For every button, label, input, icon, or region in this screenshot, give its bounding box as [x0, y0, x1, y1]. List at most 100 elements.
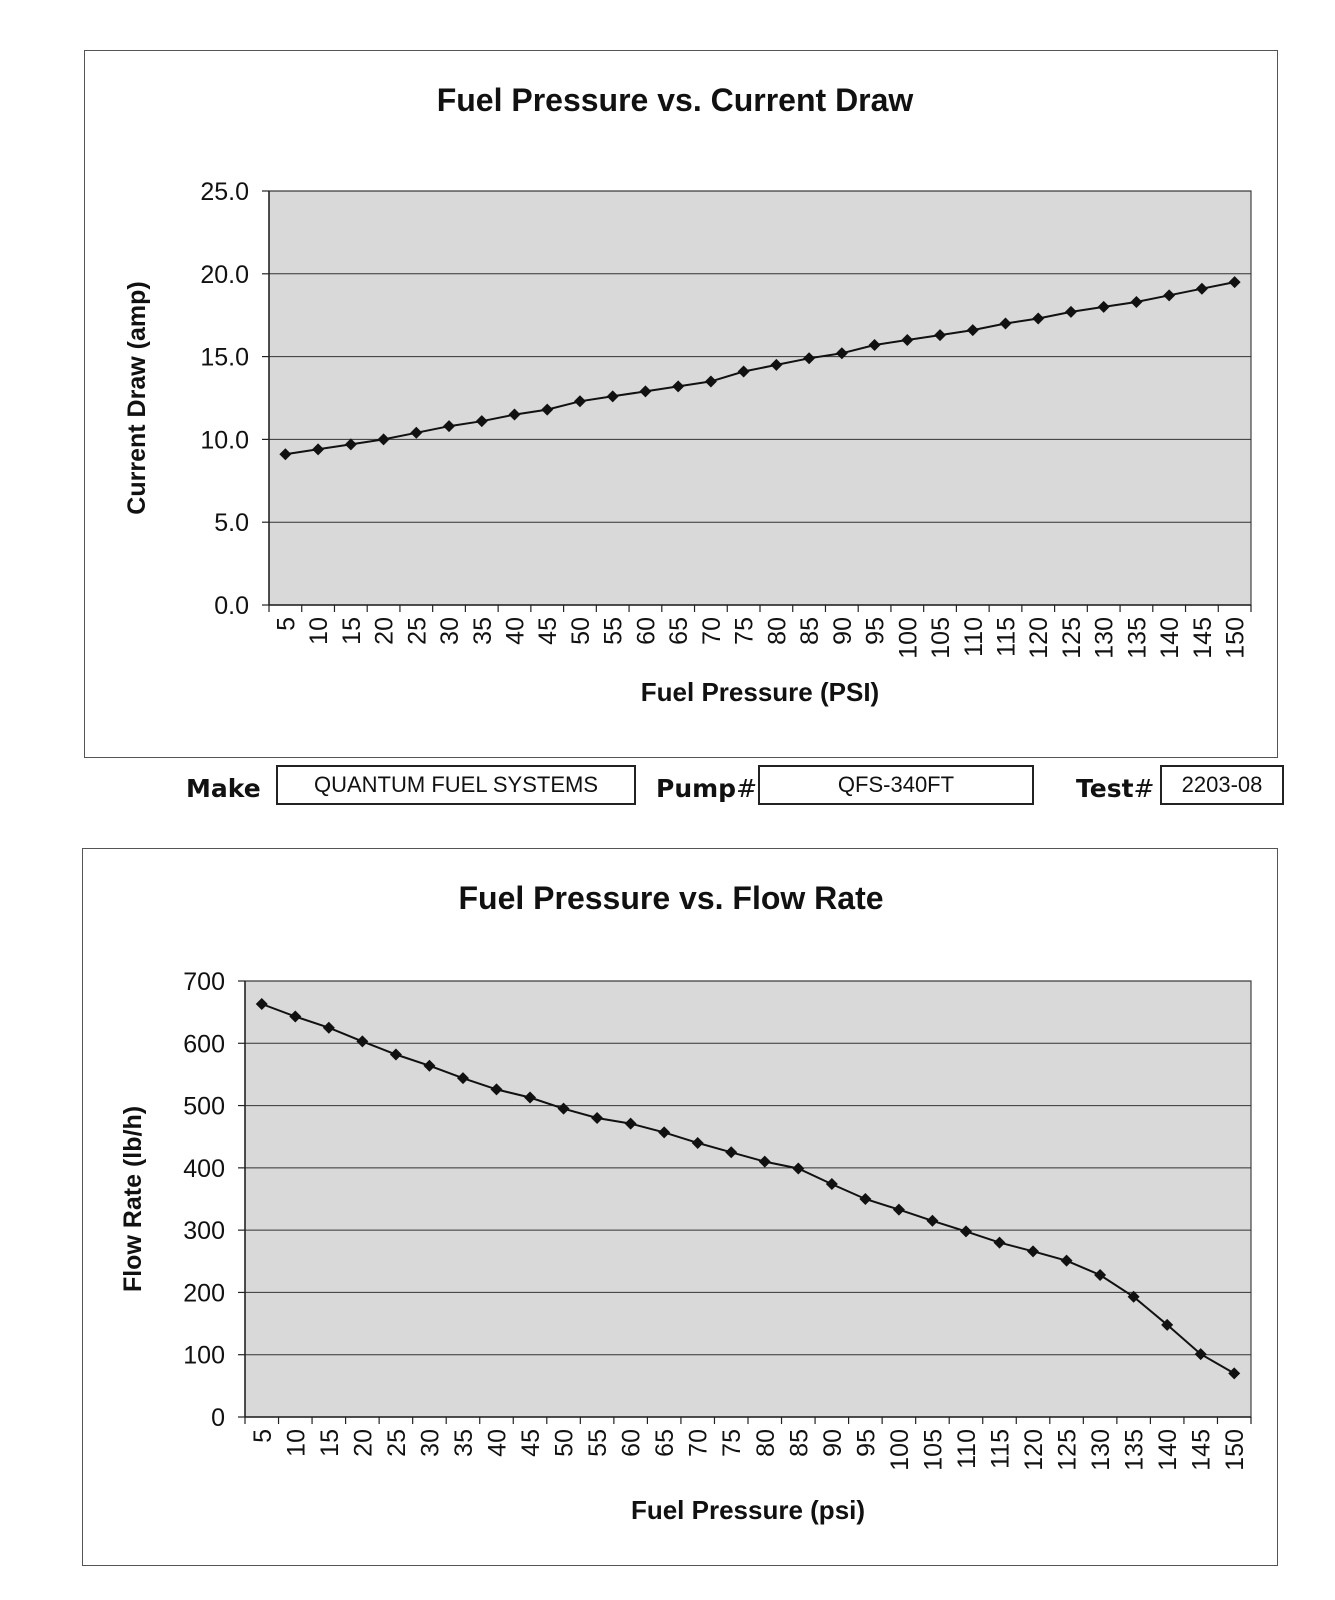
- x-tick-label: 70: [698, 617, 726, 645]
- data-point: [356, 1035, 369, 1048]
- x-tick-label: 95: [862, 617, 890, 645]
- pump-info-row: Make QUANTUM FUEL SYSTEMS Pump# QFS-340F…: [0, 762, 1335, 810]
- y-tick-label: 300: [183, 1217, 225, 1245]
- x-tick-label: 20: [371, 617, 399, 645]
- x-tick-label: 150: [1221, 1429, 1249, 1471]
- x-tick-label: 15: [338, 617, 366, 645]
- current-draw-chart: Fuel Pressure vs. Current Draw 0.0 5.0 10.0…: [84, 50, 1278, 758]
- x-tick-label: 55: [600, 617, 628, 645]
- x-tick-label: 40: [484, 1429, 512, 1457]
- data-point: [1097, 300, 1110, 313]
- series-line: [285, 281, 1235, 456]
- data-point: [691, 1136, 704, 1149]
- y-tick-label: 500: [183, 1093, 225, 1121]
- data-point: [279, 448, 292, 461]
- data-point: [658, 1126, 671, 1139]
- data-point: [825, 1178, 838, 1191]
- data-point: [1027, 1245, 1040, 1258]
- plot-area: [244, 980, 1252, 1418]
- x-tick-label: 120: [1025, 617, 1053, 659]
- y-tick-label: 100: [183, 1342, 225, 1370]
- data-point: [934, 329, 947, 342]
- x-tick-label: 35: [469, 617, 497, 645]
- x-tick-label: 45: [534, 617, 562, 645]
- data-point: [868, 339, 881, 352]
- y-tick-label: 20.0: [200, 261, 249, 289]
- y-tick-label: 0: [211, 1404, 225, 1432]
- data-point: [1127, 1290, 1140, 1303]
- x-tick-label: 60: [632, 617, 660, 645]
- data-point: [508, 408, 521, 421]
- data-point: [672, 380, 685, 393]
- data-point: [573, 395, 586, 408]
- x-tick-label: 125: [1058, 617, 1086, 659]
- x-tick-label: 105: [919, 1429, 947, 1471]
- series-line: [261, 1003, 1235, 1375]
- x-tick-label: 105: [927, 617, 955, 659]
- data-point: [606, 390, 619, 403]
- x-tick-label: 125: [1054, 1429, 1082, 1471]
- x-tick-label: 115: [993, 617, 1021, 657]
- data-point: [758, 1155, 771, 1168]
- data-point: [959, 1225, 972, 1238]
- y-tick-label: 0.0: [214, 592, 249, 620]
- x-tick-label: 5: [272, 617, 300, 631]
- x-tick-label: 85: [785, 1429, 813, 1457]
- x-tick-label: 65: [651, 1429, 679, 1457]
- x-tick-label: 60: [618, 1429, 646, 1457]
- x-tick-label: 25: [403, 617, 431, 645]
- data-point: [255, 998, 268, 1011]
- pump-label-text: Pump: [656, 774, 737, 803]
- data-point: [926, 1214, 939, 1227]
- data-point: [410, 426, 423, 439]
- data-point: [1163, 289, 1176, 302]
- x-tick-label: 140: [1154, 1429, 1182, 1471]
- data-point: [704, 375, 717, 388]
- y-tick-label: 10.0: [200, 426, 249, 454]
- x-tick-label: 145: [1188, 1429, 1216, 1471]
- y-axis-label: Current Draw (amp): [123, 281, 151, 514]
- x-tick-label: 110: [953, 1429, 981, 1469]
- data-point: [993, 1236, 1006, 1249]
- data-point: [1161, 1318, 1174, 1331]
- current-draw-chart-svg: Fuel Pressure vs. Current Draw 0.0 5.0 10.0…: [123, 82, 1252, 707]
- data-point: [1094, 1268, 1107, 1281]
- test-hash: #: [1133, 774, 1155, 803]
- test-value-box: 2203-08: [1160, 765, 1284, 805]
- data-point: [423, 1059, 436, 1072]
- x-tick-label: 55: [584, 1429, 612, 1457]
- data-point: [639, 385, 652, 398]
- chart-title: Fuel Pressure vs. Current Draw: [437, 82, 914, 118]
- x-tick-label: 100: [886, 1429, 914, 1471]
- x-tick-label: 135: [1123, 617, 1151, 659]
- flow-rate-chart-svg: Fuel Pressure vs. Flow Rate 0 100 200 300 400…: [119, 880, 1252, 1525]
- x-tick-label: 15: [316, 1429, 344, 1457]
- data-point: [624, 1117, 637, 1130]
- x-axis-label: Fuel Pressure (PSI): [641, 677, 879, 707]
- data-point: [443, 420, 456, 433]
- y-tick-label: 600: [183, 1030, 225, 1058]
- x-tick-label: 65: [665, 617, 693, 645]
- x-tick-label: 90: [829, 617, 857, 645]
- x-tick-label: 115: [987, 1429, 1015, 1469]
- data-point: [901, 334, 914, 347]
- x-tick-label: 75: [731, 617, 759, 645]
- test-value: 2203-08: [1181, 772, 1263, 797]
- x-tick-label: 90: [819, 1429, 847, 1457]
- test-label-text: Test: [1076, 774, 1134, 803]
- y-tick-label: 25.0: [200, 178, 249, 206]
- x-tick-label: 80: [752, 1429, 780, 1457]
- x-tick-label: 75: [718, 1429, 746, 1457]
- data-point: [475, 415, 488, 428]
- x-tick-label: 100: [894, 617, 922, 659]
- data-point: [524, 1091, 537, 1104]
- pump-value: QFS-340FT: [837, 772, 955, 797]
- data-point: [490, 1083, 503, 1096]
- data-point: [456, 1072, 469, 1085]
- x-axis-label: Fuel Pressure (psi): [631, 1495, 865, 1525]
- x-tick-label: 110: [960, 617, 988, 657]
- data-point: [835, 347, 848, 360]
- test-label: Test#: [1076, 774, 1154, 803]
- data-point: [892, 1203, 905, 1216]
- pump-value-box: QFS-340FT: [758, 765, 1034, 805]
